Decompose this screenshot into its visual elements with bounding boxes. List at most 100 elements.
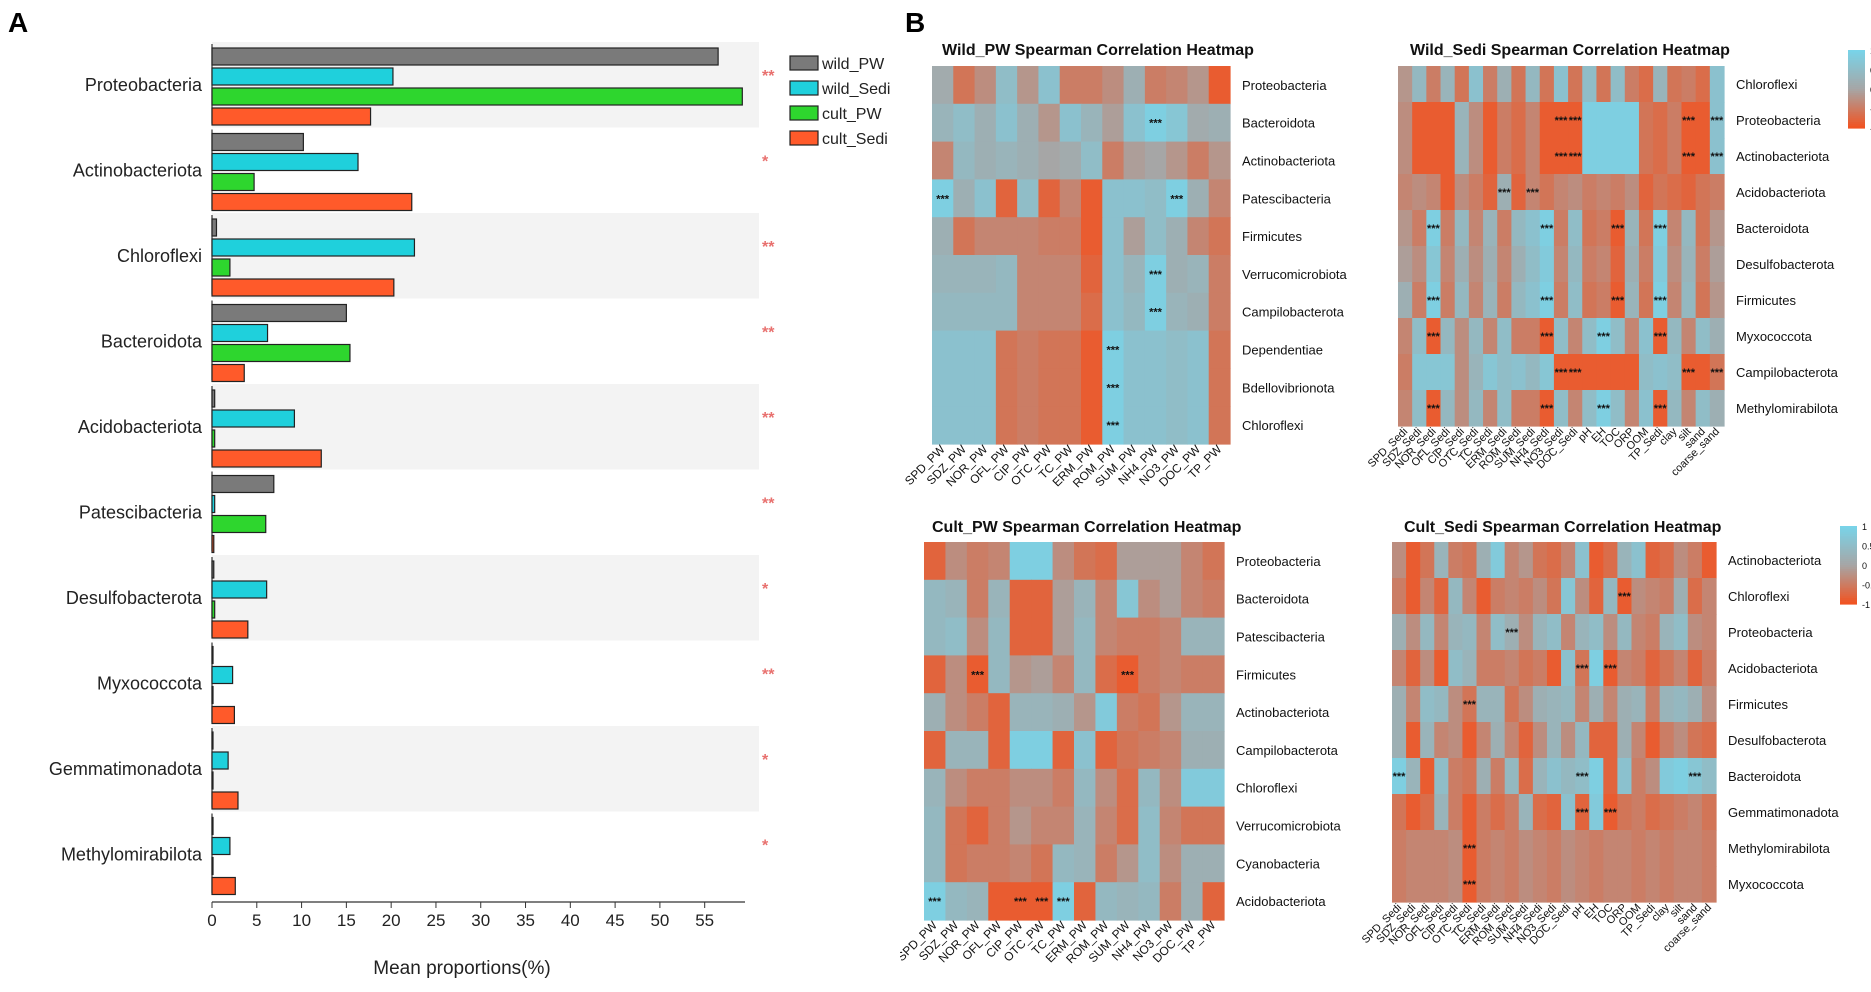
heatmap-cell	[1102, 103, 1125, 143]
heatmap-cell	[1081, 406, 1103, 445]
heatmap-cell	[1631, 794, 1647, 831]
heatmap-cell	[995, 330, 1018, 369]
heatmap-cell	[1208, 217, 1231, 256]
heatmap-cell	[966, 655, 989, 694]
heatmap-cell	[966, 768, 989, 808]
colorbar-segment	[1840, 539, 1857, 543]
heatmap-cell	[1596, 66, 1612, 103]
colorbar-segment	[1848, 98, 1865, 102]
heatmap-star: ***	[1427, 223, 1441, 235]
heatmap-cell	[1546, 542, 1562, 579]
heatmap-cell	[1553, 318, 1569, 355]
heatmap-cell	[1653, 66, 1668, 103]
colorbar-segment	[1848, 114, 1865, 117]
heatmap-cell	[1017, 330, 1040, 369]
bar-wild_Sedi	[211, 836, 231, 856]
heatmap-cell	[1546, 758, 1562, 795]
heatmap-cell	[1420, 794, 1435, 831]
heatmap-cell	[1546, 722, 1562, 759]
heatmap-cell	[1434, 866, 1449, 903]
heatmap-cell	[1553, 246, 1569, 283]
heatmap-cell	[1074, 617, 1097, 656]
heatmap-cell	[1659, 830, 1675, 867]
heatmap-cell	[1504, 650, 1520, 687]
colorbar-segment	[1848, 71, 1865, 74]
colorbar-segment	[1840, 570, 1857, 574]
heatmap-cell	[1476, 758, 1492, 795]
heatmap-cell	[953, 292, 976, 332]
heatmap-cell	[1701, 758, 1717, 795]
heatmap-cell	[1059, 255, 1082, 294]
heatmap-cell	[1138, 806, 1161, 845]
heatmap-cell	[1412, 66, 1427, 103]
heatmap-cell	[1031, 844, 1054, 883]
heatmap-cell	[1589, 830, 1604, 867]
colorbar-segment	[1840, 551, 1857, 554]
heatmap-cell	[995, 141, 1018, 180]
heatmap-cell	[1575, 722, 1590, 759]
heatmap-cell	[1504, 542, 1520, 579]
heatmap-cell	[1017, 255, 1040, 294]
heatmap-cell	[1659, 686, 1675, 723]
heatmap-cell	[1017, 292, 1040, 332]
x-tick-label: 40	[561, 911, 580, 930]
heatmap-cell	[1166, 255, 1189, 294]
heatmap-row-label: Bacteroidota	[1242, 116, 1316, 131]
heatmap-cell	[1454, 390, 1470, 427]
heatmap-cell	[1610, 390, 1626, 427]
heatmap-cell	[1448, 650, 1464, 687]
heatmap-cell	[1038, 66, 1061, 105]
heatmap-cell	[1468, 102, 1484, 139]
heatmap-row-label: Firmicutes	[1242, 229, 1302, 244]
heatmap-cell	[945, 693, 968, 732]
heatmap-cell	[1392, 830, 1407, 867]
heatmap-cell	[1159, 731, 1182, 770]
heatmap-cell	[1202, 655, 1225, 694]
colorbar-segment	[1848, 61, 1865, 65]
heatmap-cell	[1144, 368, 1167, 407]
category-label: Chloroflexi	[117, 246, 202, 266]
heatmap-cell	[1009, 806, 1032, 845]
heatmap-cell	[1144, 406, 1167, 445]
heatmap-cell	[1426, 102, 1442, 139]
heatmap-cell	[974, 292, 997, 332]
colorbar-tick-label: 1	[1862, 522, 1867, 532]
heatmap-cell	[1539, 318, 1555, 355]
heatmap-cell	[1561, 650, 1576, 687]
heatmap-cell	[1468, 282, 1484, 319]
legend-swatch	[789, 130, 819, 146]
heatmap-cell	[1561, 794, 1576, 831]
heatmap-cell	[1589, 794, 1604, 831]
heatmap-cell	[1440, 390, 1456, 427]
heatmap-cell	[1038, 217, 1061, 256]
heatmap-cell	[1653, 318, 1668, 355]
heatmap-cell	[1448, 794, 1464, 831]
heatmap-star: ***	[1611, 295, 1625, 307]
heatmap-cell	[1406, 722, 1421, 759]
heatmap-cell	[1462, 542, 1478, 579]
heatmap-cell	[1187, 368, 1210, 407]
colorbar-segment	[1848, 106, 1865, 110]
heatmap-cell	[1468, 66, 1484, 103]
heatmap-cell	[1709, 246, 1725, 283]
heatmap-star: ***	[1710, 367, 1724, 379]
heatmap-cell	[1123, 406, 1146, 445]
bar-cult_PW	[211, 258, 231, 277]
heatmap-cell	[1539, 210, 1555, 247]
colorbar-segment	[1840, 563, 1857, 566]
bar-wild_Sedi	[211, 152, 359, 172]
heatmap-row-label: Actinobacteriota	[1242, 154, 1336, 169]
heatmap-cell	[1462, 722, 1478, 759]
heatmap-row-label: Verrucomicrobiota	[1236, 819, 1342, 834]
heatmap-cell	[1476, 650, 1492, 687]
heatmap-cell	[945, 806, 968, 845]
heatmap-cell	[1497, 390, 1512, 427]
heatmap-cell	[1102, 179, 1125, 218]
heatmap-cell	[1709, 354, 1725, 391]
heatmap-cell	[932, 292, 954, 332]
heatmap-cell	[1701, 686, 1717, 723]
heatmap-cell	[1454, 102, 1470, 139]
heatmap-cell	[1412, 174, 1427, 211]
heatmap-star: ***	[1149, 307, 1163, 319]
heatmap-cell	[1208, 292, 1231, 332]
